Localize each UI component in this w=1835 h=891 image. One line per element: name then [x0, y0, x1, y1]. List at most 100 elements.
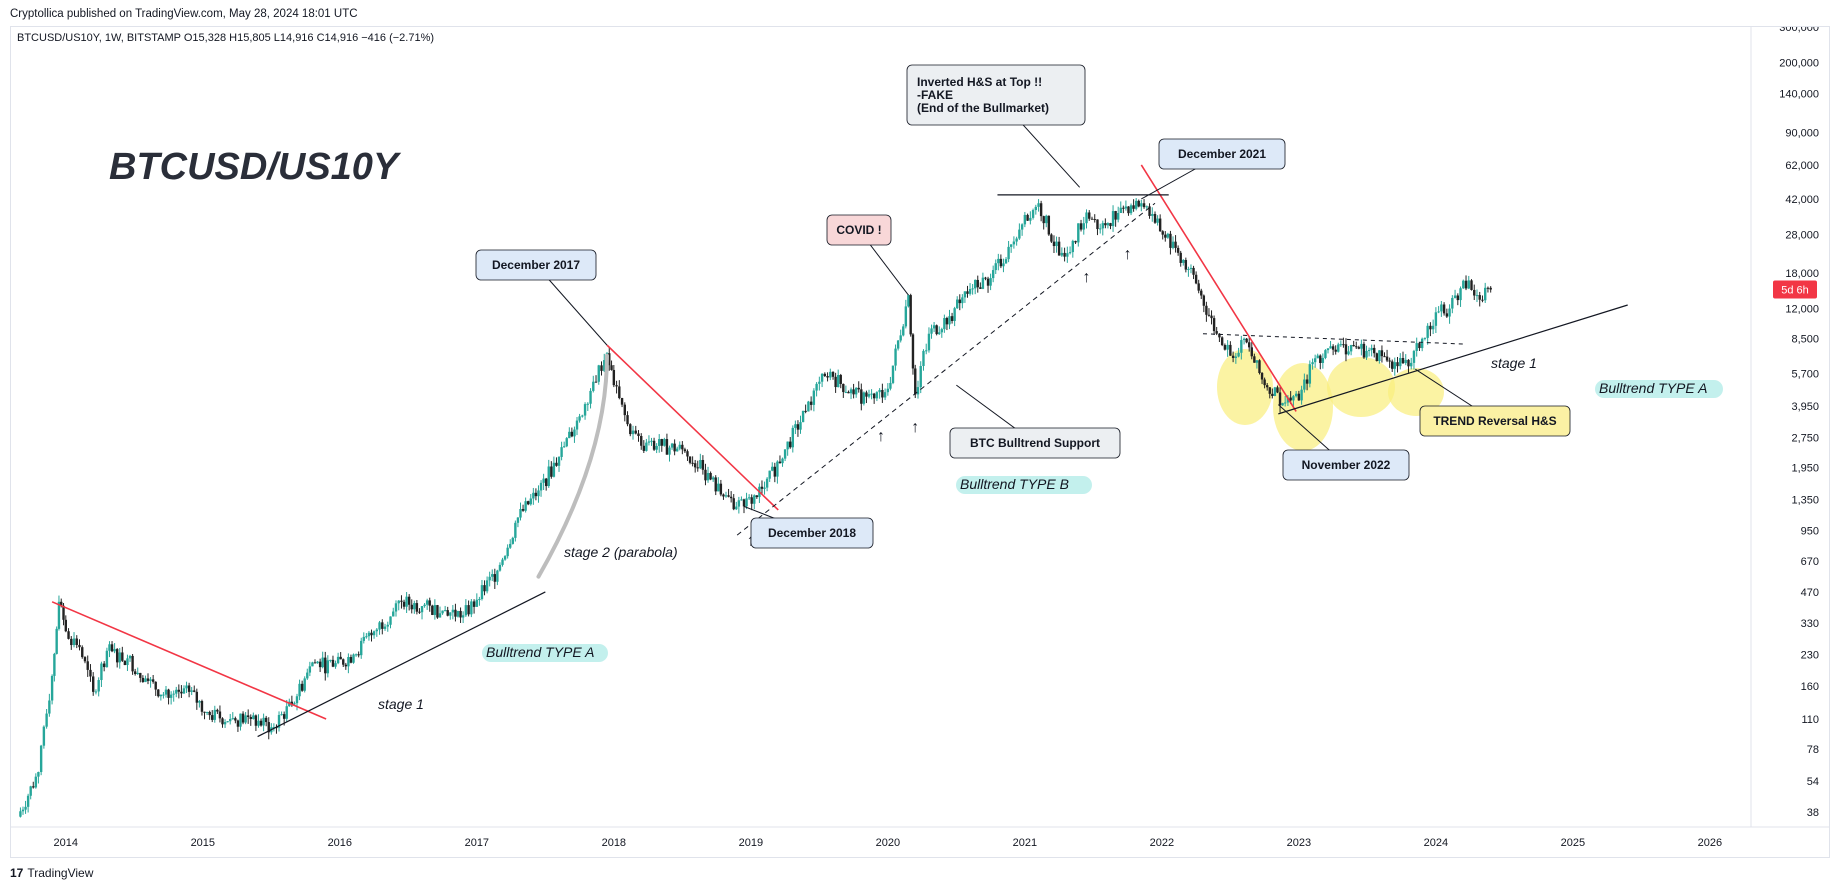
candle-body [45, 713, 48, 727]
candle-body [1431, 325, 1435, 330]
candle-body [154, 681, 157, 690]
publish-header: Cryptollica published on TradingView.com… [10, 8, 358, 20]
candle-body [693, 463, 697, 468]
support-arrow-icon: ↑ [1083, 269, 1091, 286]
candle-body [1018, 229, 1021, 239]
candle-body [542, 478, 545, 483]
candle-body [660, 439, 663, 446]
candle-body [334, 663, 337, 667]
candle-body [826, 376, 829, 378]
candle-body [1182, 259, 1185, 263]
candle-body [438, 613, 442, 618]
callout-box [826, 214, 892, 246]
footer: 17 TradingView [10, 866, 93, 880]
candle-body [655, 445, 658, 450]
x-tick-label: 2018 [602, 837, 626, 849]
y-tick-label: 90,000 [1785, 127, 1819, 139]
candle-body [1434, 312, 1438, 326]
candle-body [1202, 295, 1206, 306]
candle-body [610, 365, 613, 370]
candle-body [878, 389, 881, 393]
candle-body [1077, 223, 1080, 243]
footer-brand[interactable]: TradingView [27, 866, 94, 880]
countdown-badge-label: 5d 6h [1781, 285, 1809, 297]
candle-body [1378, 350, 1381, 361]
candle-body [1050, 234, 1053, 242]
candle-body [1200, 290, 1203, 296]
candle-body [475, 599, 479, 607]
candle-body [34, 776, 38, 788]
candle-body [375, 629, 379, 632]
candle-body [1045, 215, 1048, 224]
candle-body [1292, 396, 1295, 401]
candle-body [737, 500, 741, 507]
candle-body [1415, 343, 1418, 351]
candle-body [532, 492, 535, 499]
candle-body [984, 277, 987, 279]
candle-body [612, 369, 616, 386]
candle-body [1237, 352, 1240, 357]
y-tick-label: 38 [1807, 807, 1819, 819]
candle-body [133, 671, 137, 674]
candle-body [1063, 252, 1066, 257]
candle-body [1009, 244, 1013, 247]
candle-body [539, 482, 543, 491]
candle-body [1423, 337, 1427, 339]
candle-body [1412, 350, 1416, 363]
candle-body [1258, 360, 1261, 373]
candle-body [927, 333, 931, 351]
candle-body [938, 332, 941, 335]
candle-body [860, 389, 863, 404]
candle-body [953, 308, 956, 321]
candle-body [629, 424, 632, 435]
candle-body [1055, 241, 1058, 247]
candle-body [1231, 355, 1235, 358]
candle-body [311, 662, 314, 667]
candle-body [1286, 397, 1290, 403]
candle-body [329, 659, 332, 661]
price-chart[interactable]: 300,000 200,000 140,000 90,000 62,000 42,000 2… [11, 27, 1829, 857]
y-tick-label: 54 [1807, 776, 1819, 788]
chart-label: stage 2 (parabola) [564, 544, 678, 560]
candle-body [1329, 346, 1332, 349]
candle-body [354, 654, 358, 656]
callout-text: TREND Reversal H&S [1433, 414, 1556, 428]
candle-body [1399, 357, 1402, 367]
candle-body [930, 328, 933, 334]
candle-body [914, 368, 917, 395]
candle-body [1031, 210, 1035, 218]
candle-body [831, 371, 835, 377]
candle-body [719, 483, 723, 495]
candle-body [1321, 357, 1325, 363]
candle-body [765, 478, 769, 488]
candle-body [1057, 241, 1061, 256]
candle-body [503, 556, 507, 560]
candle-body [298, 683, 301, 697]
candle-body [1007, 246, 1010, 260]
candle-body [834, 376, 837, 388]
candle-body [886, 388, 890, 393]
candle-body [781, 458, 784, 464]
candle-body [1245, 338, 1248, 343]
candle-body [1478, 295, 1481, 300]
candle-body [293, 703, 296, 705]
candle-body [1283, 402, 1287, 404]
candle-body [252, 715, 255, 719]
candle-body [198, 701, 201, 703]
candle-body [72, 638, 76, 646]
candle-body [807, 401, 810, 412]
candle-body [216, 709, 219, 712]
candle-body [1210, 315, 1213, 319]
candle-body [894, 348, 897, 366]
candle-body [722, 494, 725, 497]
candle-body [257, 720, 260, 726]
candle-body [290, 701, 294, 705]
candle-body [1260, 372, 1264, 380]
chart-frame[interactable]: 300,000 200,000 140,000 90,000 62,000 42,000 2… [10, 26, 1830, 858]
hs-highlight [1273, 363, 1333, 451]
candle-body [1164, 234, 1167, 238]
candle-body [1101, 223, 1104, 229]
candle-body [1352, 345, 1355, 347]
candle-body [1401, 357, 1405, 364]
candle-body [1124, 206, 1128, 209]
